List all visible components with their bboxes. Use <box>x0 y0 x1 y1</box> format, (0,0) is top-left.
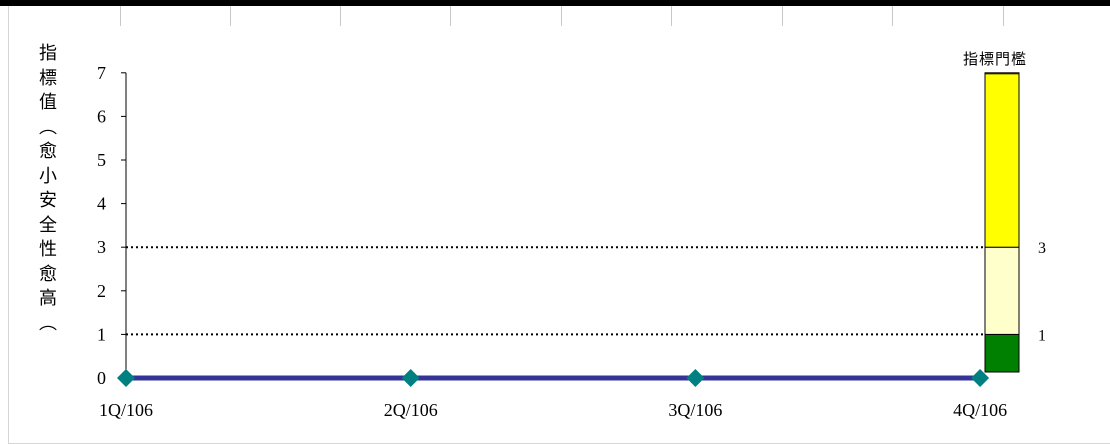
y-axis-label-char: ︵ <box>39 312 57 334</box>
data-point-marker <box>401 369 420 387</box>
y-axis-label-char: 安 <box>39 190 57 211</box>
y-axis-label-char: 愈 <box>39 141 57 162</box>
y-tick-label: 2 <box>97 281 106 301</box>
header-tick-mark <box>450 6 451 26</box>
header-tick-mark <box>671 6 672 26</box>
y-tick-label: 1 <box>97 324 106 344</box>
data-point-marker <box>686 369 705 387</box>
threshold-value-label: 3 <box>1038 240 1046 257</box>
y-axis-label-char: 小 <box>39 165 57 187</box>
y-axis-label-char: 指 <box>39 43 57 64</box>
threshold-band <box>984 333 1020 373</box>
header-tick-mark <box>340 6 341 26</box>
y-axis-label-char: ︵ <box>39 116 57 138</box>
header-tick-mark <box>120 6 121 26</box>
data-point-marker <box>117 369 135 387</box>
threshold-band <box>984 72 1020 248</box>
y-axis-label: 指標值 ︵ 愈小安全性愈高 ︵ <box>36 42 60 336</box>
threshold-bar-outline <box>984 73 1020 373</box>
y-axis-label-char: 高 <box>39 288 57 309</box>
x-tick-label: 3Q/106 <box>668 400 722 420</box>
y-axis-label-char: 愈 <box>39 263 57 285</box>
y-tick-label: 0 <box>97 368 106 388</box>
y-tick-label: 7 <box>97 63 106 83</box>
threshold-band <box>984 246 1020 335</box>
y-tick-label: 3 <box>97 237 106 257</box>
header-tick-mark <box>892 6 893 26</box>
x-tick-label: 2Q/106 <box>384 400 438 420</box>
threshold-value-label: 1 <box>1038 327 1046 344</box>
data-point-marker <box>971 369 990 387</box>
y-axis-label-char: 標 <box>39 67 57 89</box>
y-axis-label-char: 值 <box>39 92 57 113</box>
x-tick-label: 4Q/106 <box>953 400 1007 420</box>
y-tick-label: 6 <box>97 106 106 126</box>
top-border <box>0 0 1110 6</box>
header-tick-mark <box>782 6 783 26</box>
legend-title: 指標門檻 <box>963 50 1027 68</box>
header-tick-mark <box>1003 6 1004 26</box>
header-tick-mark <box>561 6 562 26</box>
header-tick-mark <box>230 6 231 26</box>
y-tick-label: 5 <box>97 150 106 170</box>
y-tick-label: 4 <box>97 194 106 214</box>
y-axis-label-char: 全 <box>39 214 57 236</box>
y-axis-label-char: 性 <box>39 239 57 260</box>
x-tick-label: 1Q/106 <box>99 400 153 420</box>
